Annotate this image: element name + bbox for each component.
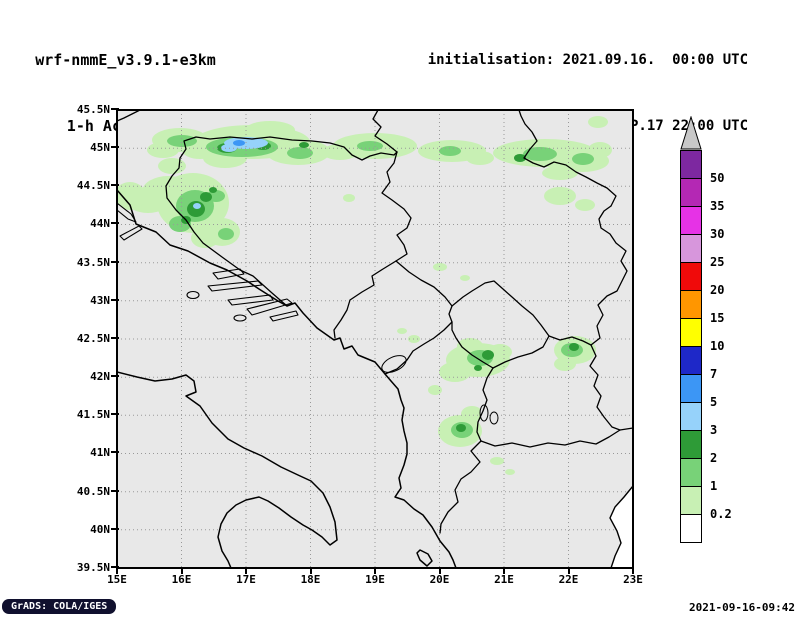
lon-tick-label: 17E (226, 567, 266, 586)
lat-tick-label: 44.5N (76, 179, 120, 193)
colorbar-segments (680, 150, 702, 543)
lat-tick-label: 43.5N (76, 255, 120, 269)
colorbar-boundary-label: 25 (710, 255, 725, 269)
grads-credit-badge: GrADS: COLA/IGES (2, 599, 117, 614)
colorbar-boundary-label: 50 (710, 171, 725, 185)
lat-tick-label: 40N (90, 522, 119, 536)
colorbar: 50 35 30 25 20 15 10 7 5 3 2 1 0.2 (680, 116, 740, 576)
colorbar-segment (680, 318, 702, 347)
colorbar-boundary-label: 20 (710, 283, 725, 297)
lon-tick-label: 23E (613, 567, 653, 586)
colorbar-boundary-label: 3 (710, 423, 718, 437)
colorbar-boundary-label: 15 (710, 311, 725, 325)
colorbar-segment (680, 402, 702, 431)
lon-tick-label: 21E (484, 567, 524, 586)
colorbar-boundary-label: 30 (710, 227, 725, 241)
creation-timestamp: 2021-09-16-09:42 (689, 601, 795, 614)
lon-tick-label: 18E (291, 567, 331, 586)
lat-tick-label: 42N (90, 370, 119, 384)
colorbar-arrow (680, 116, 702, 150)
colorbar-segment (680, 206, 702, 235)
colorbar-boundary-label: 10 (710, 339, 725, 353)
colorbar-boundary-label: 5 (710, 395, 718, 409)
lat-tick-label: 41N (90, 446, 119, 460)
lon-tick-label: 20E (420, 567, 460, 586)
gridlines (117, 110, 633, 568)
colorbar-segment (680, 486, 702, 515)
lon-tick-label: 16E (162, 567, 202, 586)
sea-out-of-domain (609, 484, 633, 568)
lakes (381, 355, 499, 425)
lat-tick-label: 39.5N (76, 560, 120, 574)
lat-tick-label: 43N (90, 293, 119, 307)
lon-tick-label: 19E (355, 567, 395, 586)
colorbar-segment (680, 150, 702, 179)
lat-tick-label: 44N (90, 217, 119, 231)
model-title: wrf-nmmE_v3.9.1-e3km (35, 51, 216, 69)
lat-tick-label: 45N (90, 141, 119, 155)
precip-shading-medium-blue (233, 140, 245, 146)
colorbar-segment (680, 234, 702, 263)
lat-tick-label: 41.5N (76, 408, 120, 422)
colorbar-boundary-label: 0.2 (710, 507, 732, 521)
lat-tick-label: 40.5N (76, 484, 120, 498)
coastlines (117, 189, 457, 568)
colorbar-boundary-label: 35 (710, 199, 725, 213)
colorbar-segment (680, 458, 702, 487)
lon-axis: 15E 16E 17E 18E 19E 20E 21E 22E 23E (0, 567, 800, 589)
colorbar-segment (680, 514, 702, 543)
colorbar-segment (680, 178, 702, 207)
lat-tick-label: 45.5N (76, 103, 120, 116)
colorbar-boundary-label: 1 (710, 479, 718, 493)
colorbar-segment (680, 262, 702, 291)
adriatic-islands (117, 202, 299, 322)
lat-tick-label: 42.5N (76, 331, 120, 345)
colorbar-segment (680, 346, 702, 375)
country-borders (117, 110, 633, 534)
init-time-label: initialisation: 2021.09.16. 00:00 UTC (427, 52, 748, 68)
colorbar-segment (680, 430, 702, 459)
lon-tick-label: 15E (97, 567, 137, 586)
colorbar-segment (680, 290, 702, 319)
colorbar-boundary-label: 7 (710, 367, 718, 381)
colorbar-boundary-label: 2 (710, 451, 718, 465)
lon-tick-label: 22E (549, 567, 589, 586)
colorbar-segment (680, 374, 702, 403)
lat-axis: 45.5N 45N 44.5N 44N 43.5N 43N 42.5N 42N 41.5N 41N… (0, 0, 120, 618)
